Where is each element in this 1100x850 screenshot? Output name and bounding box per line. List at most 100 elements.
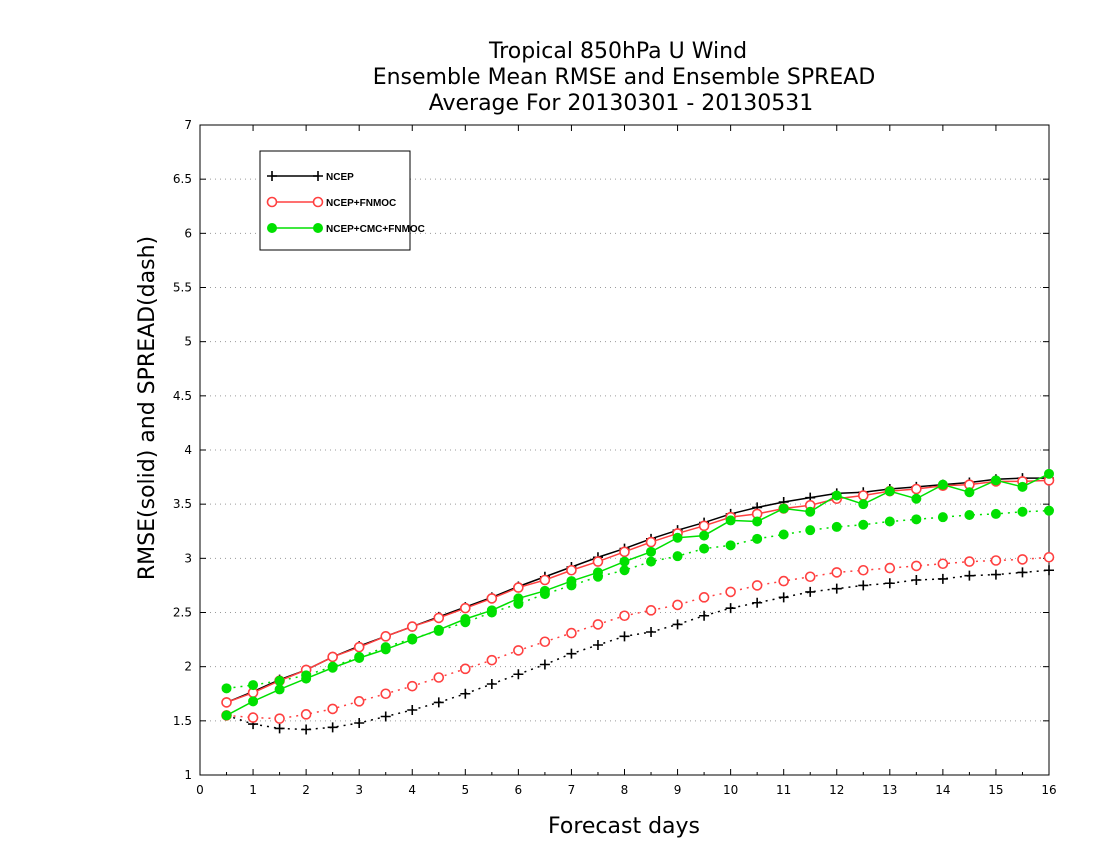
ncep-spread-point	[460, 688, 471, 699]
ncep-spread-point	[778, 592, 789, 603]
ncep-fnmoc-spread-point	[964, 556, 975, 567]
legend-label: NCEP	[326, 172, 354, 183]
y-tick-label: 5	[184, 335, 192, 349]
x-tick-label: 7	[568, 783, 576, 797]
ncep-cmc-fnmoc-rmse-point	[778, 503, 789, 514]
ncep-cmc-fnmoc-spread-point	[858, 519, 869, 530]
ncep-fnmoc-rmse-point	[566, 564, 577, 576]
ncep-spread-point	[354, 718, 365, 728]
ncep-cmc-fnmoc-rmse-point	[964, 487, 975, 498]
ncep-spread-point	[990, 569, 1001, 580]
ncep-spread-point	[858, 580, 869, 591]
ncep-cmc-fnmoc-rmse-point	[539, 585, 550, 596]
ncep-cmc-fnmoc-spread-point	[752, 533, 763, 544]
ncep-spread-point	[672, 619, 683, 630]
ncep-fnmoc-spread-point	[990, 555, 1002, 566]
ncep-fnmoc-spread-line	[226, 556, 1050, 720]
legend-marker	[266, 196, 278, 208]
ncep-spread-point	[327, 722, 338, 733]
x-tick-label: 15	[988, 783, 1003, 797]
y-axis-label: RMSE(solid) and SPREAD(dash)	[135, 236, 160, 580]
ncep-fnmoc-spread-point	[486, 654, 498, 666]
ncep-fnmoc-rmse-point	[592, 556, 604, 567]
ncep-fnmoc-spread-point	[619, 610, 630, 622]
ncep-fnmoc-rmse-line	[226, 479, 1050, 704]
ncep-fnmoc-spread-point	[247, 712, 259, 723]
ncep-fnmoc-spread-point	[460, 663, 471, 675]
ncep-fnmoc-spread-point	[353, 696, 365, 707]
ncep-cmc-fnmoc-spread-point	[699, 543, 710, 554]
ncep-fnmoc-spread-point	[592, 619, 604, 630]
ncep-fnmoc-spread-point	[725, 586, 736, 598]
y-tick-label: 1	[184, 768, 192, 782]
ncep-cmc-fnmoc-spread-point	[990, 508, 1001, 519]
series-ncep-cmc-fnmoc	[221, 468, 1054, 721]
ncep-spread-point	[539, 659, 550, 670]
series-ncep	[221, 473, 1054, 735]
ncep-cmc-fnmoc-spread-point	[221, 683, 232, 694]
ncep-cmc-fnmoc-rmse-point	[1044, 468, 1054, 479]
legend-entry: NCEP+FNMOC	[266, 196, 396, 209]
ncep-cmc-fnmoc-spread-point	[725, 540, 736, 551]
ncep-fnmoc-spread-point	[380, 688, 392, 700]
ncep-spread-point	[1044, 565, 1054, 576]
chart-title-line-3: Average For 20130301 - 20130531	[429, 91, 814, 116]
legend-label: NCEP+FNMOC	[326, 198, 396, 209]
ncep-cmc-fnmoc-rmse-point	[937, 479, 948, 490]
ncep-cmc-fnmoc-spread-point	[805, 525, 816, 536]
y-tick-label: 4	[184, 443, 192, 457]
ncep-fnmoc-spread-point	[274, 713, 285, 724]
ncep-fnmoc-rmse-point	[645, 536, 657, 548]
ncep-cmc-fnmoc-spread-point	[964, 510, 975, 520]
ncep-fnmoc-spread-point	[778, 575, 789, 587]
series-ncep-fnmoc	[221, 475, 1055, 724]
axis-ticks: 11.522.533.544.555.566.570 1 2 3 4 5 6 7 8 9 10 11 1…	[173, 118, 1057, 797]
ncep-rmse-line	[226, 477, 1049, 704]
ncep-cmc-fnmoc-rmse-point	[831, 490, 842, 501]
ncep-cmc-fnmoc-rmse-point	[248, 696, 259, 707]
ncep-cmc-fnmoc-rmse-point	[646, 546, 657, 557]
ncep-cmc-fnmoc-rmse-point	[301, 673, 312, 684]
legend-label: NCEP+CMC+FNMOC	[326, 224, 425, 235]
legend-entry: NCEP	[267, 171, 354, 183]
ncep-fnmoc-spread-point	[1017, 554, 1028, 565]
y-tick-label: 5.5	[173, 281, 192, 295]
ncep-fnmoc-spread-point	[300, 709, 312, 720]
ncep-fnmoc-spread-point	[433, 672, 445, 683]
x-tick-label: 0	[196, 783, 204, 797]
ncep-cmc-fnmoc-rmse-point	[221, 710, 232, 721]
ncep-cmc-fnmoc-rmse-line	[226, 473, 1050, 717]
x-tick-label: 8	[621, 783, 629, 797]
ncep-fnmoc-rmse-point	[513, 582, 524, 593]
ncep-fnmoc-spread-point	[566, 627, 577, 639]
ncep-spread-point	[274, 723, 285, 734]
ncep-cmc-fnmoc-rmse-point	[699, 530, 710, 541]
ncep-fnmoc-spread-point	[937, 558, 949, 570]
ncep-cmc-fnmoc-rmse-point	[460, 614, 471, 624]
series-layer	[221, 468, 1055, 735]
y-tick-label: 6.5	[173, 172, 192, 186]
ncep-spread-point	[937, 573, 948, 584]
ncep-cmc-fnmoc-rmse-point	[1017, 481, 1028, 492]
ncep-cmc-fnmoc-rmse-point	[513, 593, 524, 604]
ncep-fnmoc-spread-point	[857, 564, 869, 576]
ncep-fnmoc-rmse-point	[406, 621, 418, 632]
ncep-fnmoc-rmse-point	[327, 651, 338, 663]
ncep-cmc-fnmoc-spread-point	[831, 521, 842, 532]
legend-marker	[313, 171, 323, 181]
x-tick-label: 3	[355, 783, 363, 797]
ncep-fnmoc-spread-point	[698, 592, 710, 603]
ncep-fnmoc-spread-point	[327, 703, 338, 715]
legend-marker	[267, 223, 277, 233]
ncep-cmc-fnmoc-spread-point	[619, 565, 630, 576]
ncep-spread-point	[1017, 567, 1028, 578]
ncep-spread-point	[301, 724, 312, 735]
ncep-cmc-fnmoc-rmse-point	[672, 532, 683, 543]
ncep-fnmoc-rmse-point	[911, 483, 922, 495]
y-tick-label: 4.5	[173, 389, 192, 403]
legend-entry: NCEP+CMC+FNMOC	[267, 223, 425, 235]
ncep-cmc-fnmoc-spread-point	[646, 556, 657, 567]
x-tick-label: 10	[723, 783, 738, 797]
y-tick-label: 2.5	[173, 606, 192, 620]
legend-entries: NCEP NCEP+FNMOC NCEP+CMC+FNMOC	[266, 171, 425, 235]
